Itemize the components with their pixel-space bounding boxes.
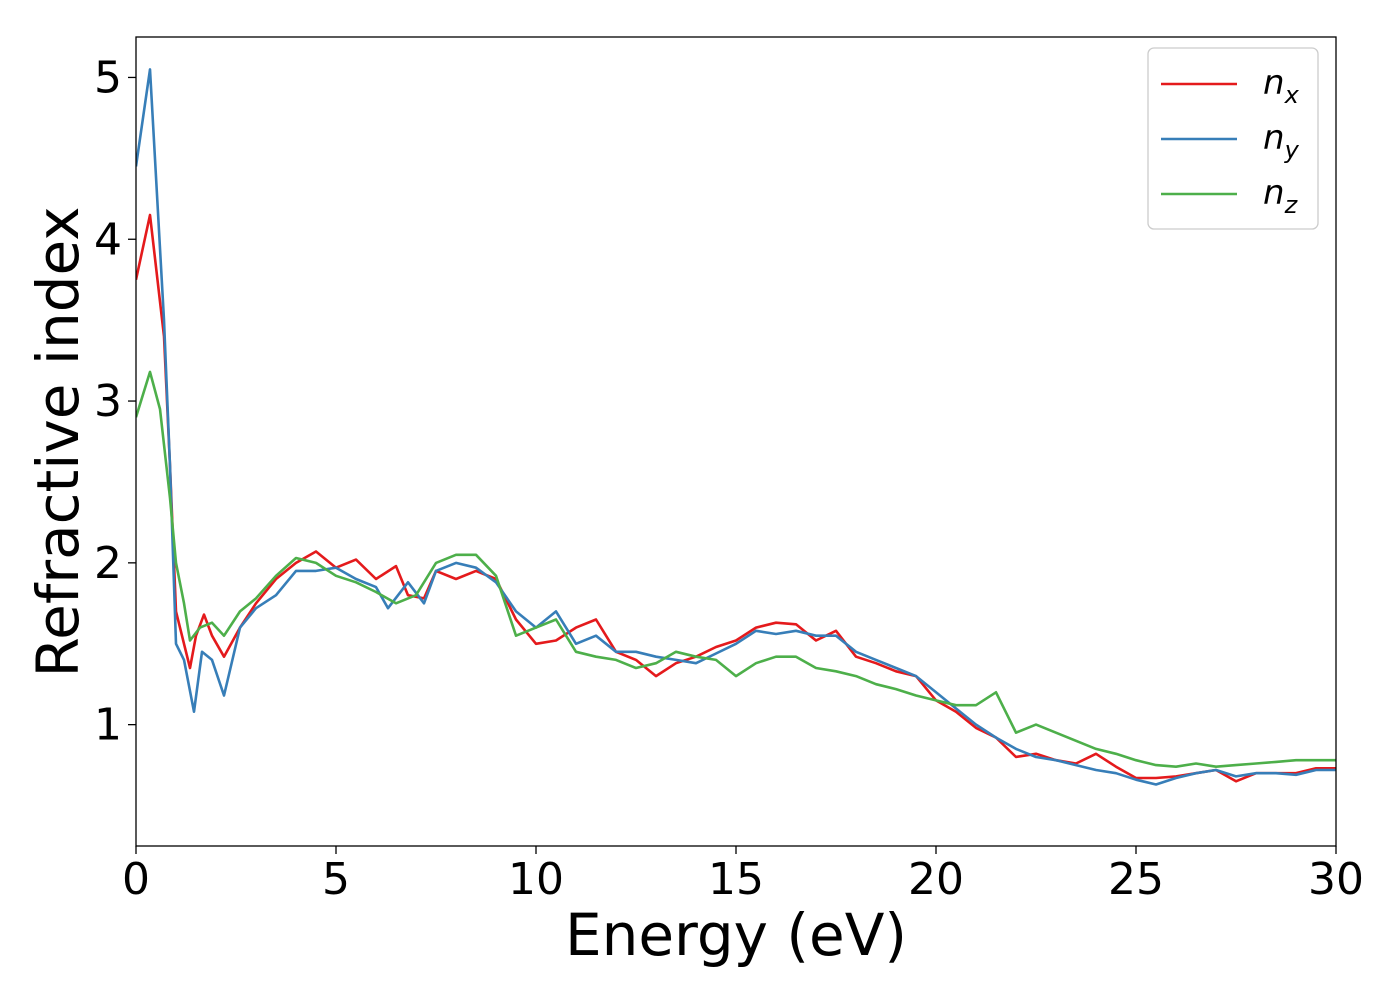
legend-label-x: nx — [1263, 63, 1300, 109]
x-tick-label: 20 — [908, 854, 964, 905]
x-tick-label: 10 — [508, 854, 564, 905]
x-tick-label: 0 — [122, 854, 150, 905]
series-line-x — [136, 213, 1336, 783]
y-axis-title: Refractive index — [24, 206, 92, 677]
series-line-z — [136, 370, 1336, 768]
series-layer — [136, 68, 1336, 786]
x-axis-title: Energy (eV) — [565, 901, 907, 969]
legend-label-y: ny — [1263, 118, 1300, 164]
y-axis: 1 2 3 4 5 — [94, 52, 136, 751]
y-tick-label: 2 — [94, 538, 122, 589]
y-tick-label: 1 — [94, 700, 122, 751]
x-axis: 0 5 10 15 20 25 30 — [122, 846, 1364, 905]
x-tick-label: 15 — [708, 854, 764, 905]
legend-subscript-y: y — [1284, 136, 1300, 164]
y-tick-label: 4 — [94, 214, 122, 265]
y-tick-label: 3 — [94, 376, 122, 427]
x-tick-label: 25 — [1108, 854, 1164, 905]
legend-subscript-x: x — [1284, 81, 1300, 109]
y-tick-label: 5 — [94, 52, 122, 103]
series-line-y — [136, 68, 1336, 786]
x-tick-label: 30 — [1308, 854, 1364, 905]
x-tick-label: 5 — [322, 854, 350, 905]
legend-subscript-z: z — [1284, 191, 1299, 219]
